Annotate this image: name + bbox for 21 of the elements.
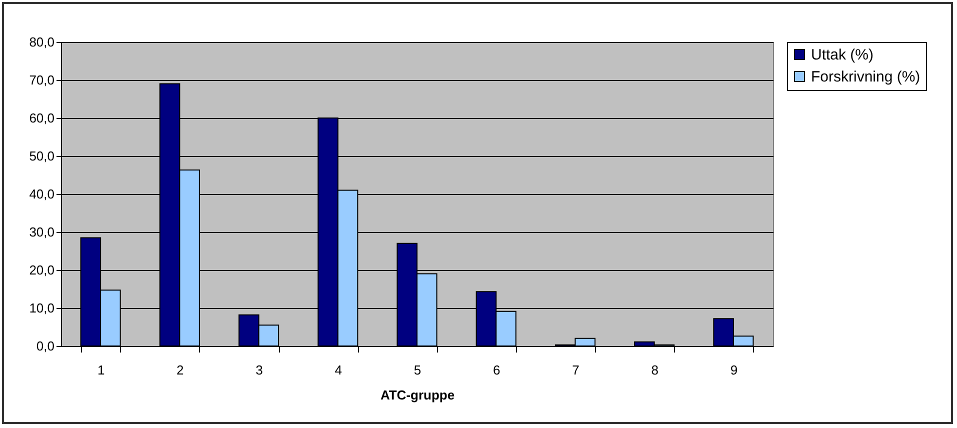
- x-tick-label: 1: [97, 362, 105, 378]
- x-tick-label: 7: [572, 362, 580, 378]
- y-tick-label: 70,0: [29, 72, 54, 88]
- x-tick-label: 5: [414, 362, 422, 378]
- y-tick-label: 30,0: [29, 224, 54, 240]
- x-tick-label: 6: [492, 362, 500, 378]
- y-tick-label: 10,0: [29, 300, 54, 316]
- y-tick-label: 0,0: [36, 338, 54, 354]
- x-tick-label: 2: [176, 362, 184, 378]
- x-axis-title: ATC-gruppe: [380, 388, 455, 402]
- x-tick-label: 3: [256, 362, 263, 378]
- x-tick-label: 9: [730, 362, 738, 378]
- y-tick-label: 20,0: [29, 262, 54, 278]
- y-tick-label: 80,0: [29, 34, 54, 50]
- y-tick-label: 50,0: [29, 148, 54, 164]
- x-tick-label: 8: [651, 362, 658, 378]
- y-tick-label: 40,0: [29, 186, 54, 202]
- legend-label: Uttak (%): [811, 46, 874, 64]
- y-tick-label: 60,0: [29, 110, 54, 126]
- legend-label: Forskrivning (%): [811, 68, 920, 86]
- x-tick-label: 4: [334, 362, 342, 378]
